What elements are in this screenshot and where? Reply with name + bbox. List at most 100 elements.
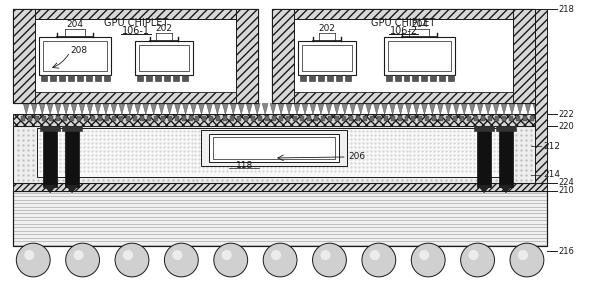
Polygon shape — [477, 103, 483, 114]
Polygon shape — [246, 103, 252, 114]
Polygon shape — [278, 103, 284, 114]
Bar — [293, 116, 297, 121]
Text: 224: 224 — [559, 178, 575, 187]
Text: 106-2: 106-2 — [389, 26, 418, 36]
Bar — [135, 41, 193, 75]
Bar — [345, 75, 351, 81]
Polygon shape — [143, 103, 149, 114]
Bar — [363, 116, 367, 121]
Bar — [42, 116, 46, 121]
Circle shape — [411, 243, 445, 277]
Bar — [265, 116, 269, 121]
Bar — [95, 75, 101, 81]
Bar — [41, 75, 47, 81]
Bar — [112, 116, 116, 121]
Circle shape — [115, 243, 149, 277]
Polygon shape — [517, 103, 523, 114]
Bar — [77, 75, 83, 81]
Polygon shape — [374, 103, 380, 114]
Bar — [286, 116, 290, 121]
Bar — [477, 126, 491, 187]
Bar — [300, 116, 304, 121]
Bar — [279, 116, 283, 121]
Bar — [63, 116, 67, 121]
Bar — [395, 75, 401, 81]
Bar — [202, 116, 206, 121]
Bar — [223, 116, 227, 121]
Bar — [509, 116, 513, 121]
Polygon shape — [525, 103, 531, 114]
Polygon shape — [270, 103, 276, 114]
Bar — [448, 75, 454, 81]
Text: 118: 118 — [236, 161, 253, 170]
Polygon shape — [310, 103, 316, 114]
Polygon shape — [230, 103, 236, 114]
Text: 218: 218 — [559, 5, 575, 14]
Polygon shape — [71, 103, 77, 114]
Polygon shape — [182, 103, 188, 114]
Bar — [105, 116, 109, 121]
Bar — [388, 41, 451, 71]
Bar — [421, 75, 427, 81]
Bar — [98, 116, 102, 121]
Circle shape — [419, 250, 429, 260]
Circle shape — [74, 250, 84, 260]
Polygon shape — [286, 103, 292, 114]
Polygon shape — [413, 103, 419, 114]
Bar — [91, 116, 95, 121]
Bar — [13, 183, 547, 191]
Polygon shape — [318, 103, 324, 114]
Bar — [300, 75, 306, 81]
Bar — [21, 116, 25, 121]
Polygon shape — [533, 103, 539, 114]
Circle shape — [362, 243, 396, 277]
Polygon shape — [135, 103, 141, 114]
Bar — [133, 116, 137, 121]
Bar — [495, 116, 499, 121]
Polygon shape — [342, 103, 348, 114]
Text: GPU CHIPLET: GPU CHIPLET — [371, 18, 436, 28]
Polygon shape — [499, 185, 513, 192]
Polygon shape — [103, 103, 109, 114]
Bar — [356, 116, 360, 121]
Bar — [467, 116, 471, 121]
Bar — [309, 75, 315, 81]
Polygon shape — [127, 103, 133, 114]
Polygon shape — [238, 103, 244, 114]
Text: 216: 216 — [559, 247, 575, 256]
Polygon shape — [437, 103, 443, 114]
Text: 204: 204 — [67, 20, 83, 29]
Bar — [137, 75, 143, 81]
Polygon shape — [382, 103, 388, 114]
Bar — [321, 116, 325, 121]
Bar — [336, 75, 342, 81]
Polygon shape — [111, 103, 117, 114]
Polygon shape — [262, 103, 268, 114]
Bar — [530, 116, 534, 121]
Polygon shape — [65, 185, 79, 192]
Text: 222: 222 — [559, 110, 575, 119]
Polygon shape — [445, 103, 451, 114]
Bar — [84, 116, 88, 121]
Bar — [50, 75, 56, 81]
Bar — [328, 116, 332, 121]
Circle shape — [65, 243, 100, 277]
Circle shape — [221, 250, 232, 260]
Bar — [474, 126, 494, 131]
Bar — [446, 116, 451, 121]
Bar — [425, 116, 430, 121]
Circle shape — [313, 243, 346, 277]
Polygon shape — [302, 103, 308, 114]
Polygon shape — [158, 103, 164, 114]
Polygon shape — [421, 103, 427, 114]
Bar — [342, 116, 346, 121]
Polygon shape — [477, 185, 491, 192]
Polygon shape — [358, 103, 364, 114]
Polygon shape — [398, 103, 404, 114]
Circle shape — [518, 250, 528, 260]
Polygon shape — [63, 103, 69, 114]
Bar — [481, 116, 485, 121]
Bar — [147, 116, 151, 121]
Text: 202: 202 — [319, 24, 335, 33]
Text: 202: 202 — [155, 24, 172, 33]
